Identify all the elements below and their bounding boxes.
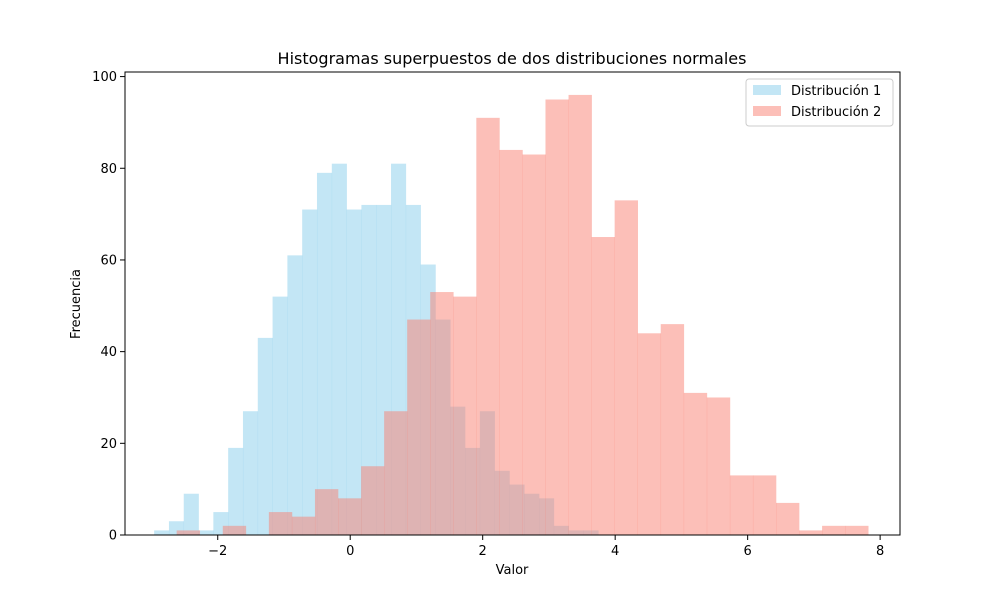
bar-series-1 [302, 209, 318, 535]
y-axis-label: Frecuencia [69, 269, 84, 339]
bar-series-2 [683, 392, 708, 535]
y-tick-label: 80 [100, 162, 117, 177]
axes-frame [124, 71, 901, 536]
bar-series-2 [384, 411, 408, 535]
y-tick-label: 0 [109, 529, 117, 544]
bar-series-2 [591, 237, 615, 535]
chart-title: Histogramas superpuestos de dos distribu… [278, 49, 747, 68]
bar-series-1 [154, 530, 170, 535]
bar-series-2 [568, 94, 592, 536]
bar-series-1 [198, 530, 214, 535]
bar-series-2 [752, 475, 777, 535]
bar-series-2 [407, 319, 431, 535]
x-axis-label: Valor [496, 563, 529, 578]
legend: Distribución 1 Distribución 2 [745, 78, 894, 127]
bar-series-2 [222, 525, 247, 535]
x-tick-label: 6 [744, 544, 752, 559]
y-tick-label: 100 [92, 70, 117, 85]
bar-series-1 [257, 337, 273, 535]
bar-series-2 [522, 154, 546, 535]
bars-layer [154, 94, 869, 536]
x-tick-label: 0 [346, 544, 354, 559]
y-axis-ticks: 0 20 40 60 80 100 [92, 70, 125, 544]
y-tick-label: 40 [100, 345, 117, 360]
bar-series-1 [242, 411, 259, 535]
bar-series-2 [545, 99, 569, 535]
bar-series-2 [338, 498, 362, 535]
bar-series-2 [845, 525, 869, 535]
bar-series-2 [176, 530, 201, 535]
x-tick-label: 2 [479, 544, 487, 559]
y-tick-label: 20 [100, 437, 117, 452]
series-2 [176, 94, 869, 536]
x-tick-label: −2 [208, 544, 227, 559]
bar-series-2 [361, 466, 385, 535]
bar-series-1 [287, 255, 303, 535]
bar-series-2 [729, 475, 754, 535]
bar-series-1 [272, 296, 288, 535]
bar-series-2 [314, 489, 339, 535]
legend-swatch-distribucion-1 [753, 85, 781, 95]
legend-label-distribucion-2: Distribución 2 [791, 105, 881, 120]
bar-series-1 [361, 204, 377, 535]
bar-series-2 [614, 200, 638, 536]
bar-series-2 [799, 530, 823, 535]
bar-series-1 [346, 209, 362, 535]
legend-swatch-distribucion-2 [753, 106, 781, 116]
x-tick-label: 8 [876, 544, 884, 559]
x-tick-label: 4 [611, 544, 619, 559]
legend-label-distribucion-1: Distribución 1 [791, 84, 881, 99]
bar-series-2 [637, 333, 662, 535]
bar-series-2 [660, 324, 685, 535]
bar-series-2 [453, 296, 477, 535]
bar-series-2 [776, 502, 800, 535]
bar-series-1 [316, 172, 333, 535]
bar-series-2 [706, 397, 731, 535]
bar-series-2 [499, 149, 523, 535]
legend-box [745, 78, 894, 127]
bar-series-2 [822, 525, 846, 535]
bar-series-2 [268, 512, 293, 535]
bar-series-2 [291, 516, 316, 535]
bar-series-1 [183, 493, 199, 535]
bar-series-2 [430, 292, 454, 535]
bar-series-1 [228, 447, 244, 535]
y-tick-label: 60 [100, 253, 117, 268]
x-axis-ticks: −2 0 2 4 6 8 [208, 535, 884, 559]
bar-series-1 [331, 163, 347, 535]
bar-series-2 [476, 117, 500, 535]
